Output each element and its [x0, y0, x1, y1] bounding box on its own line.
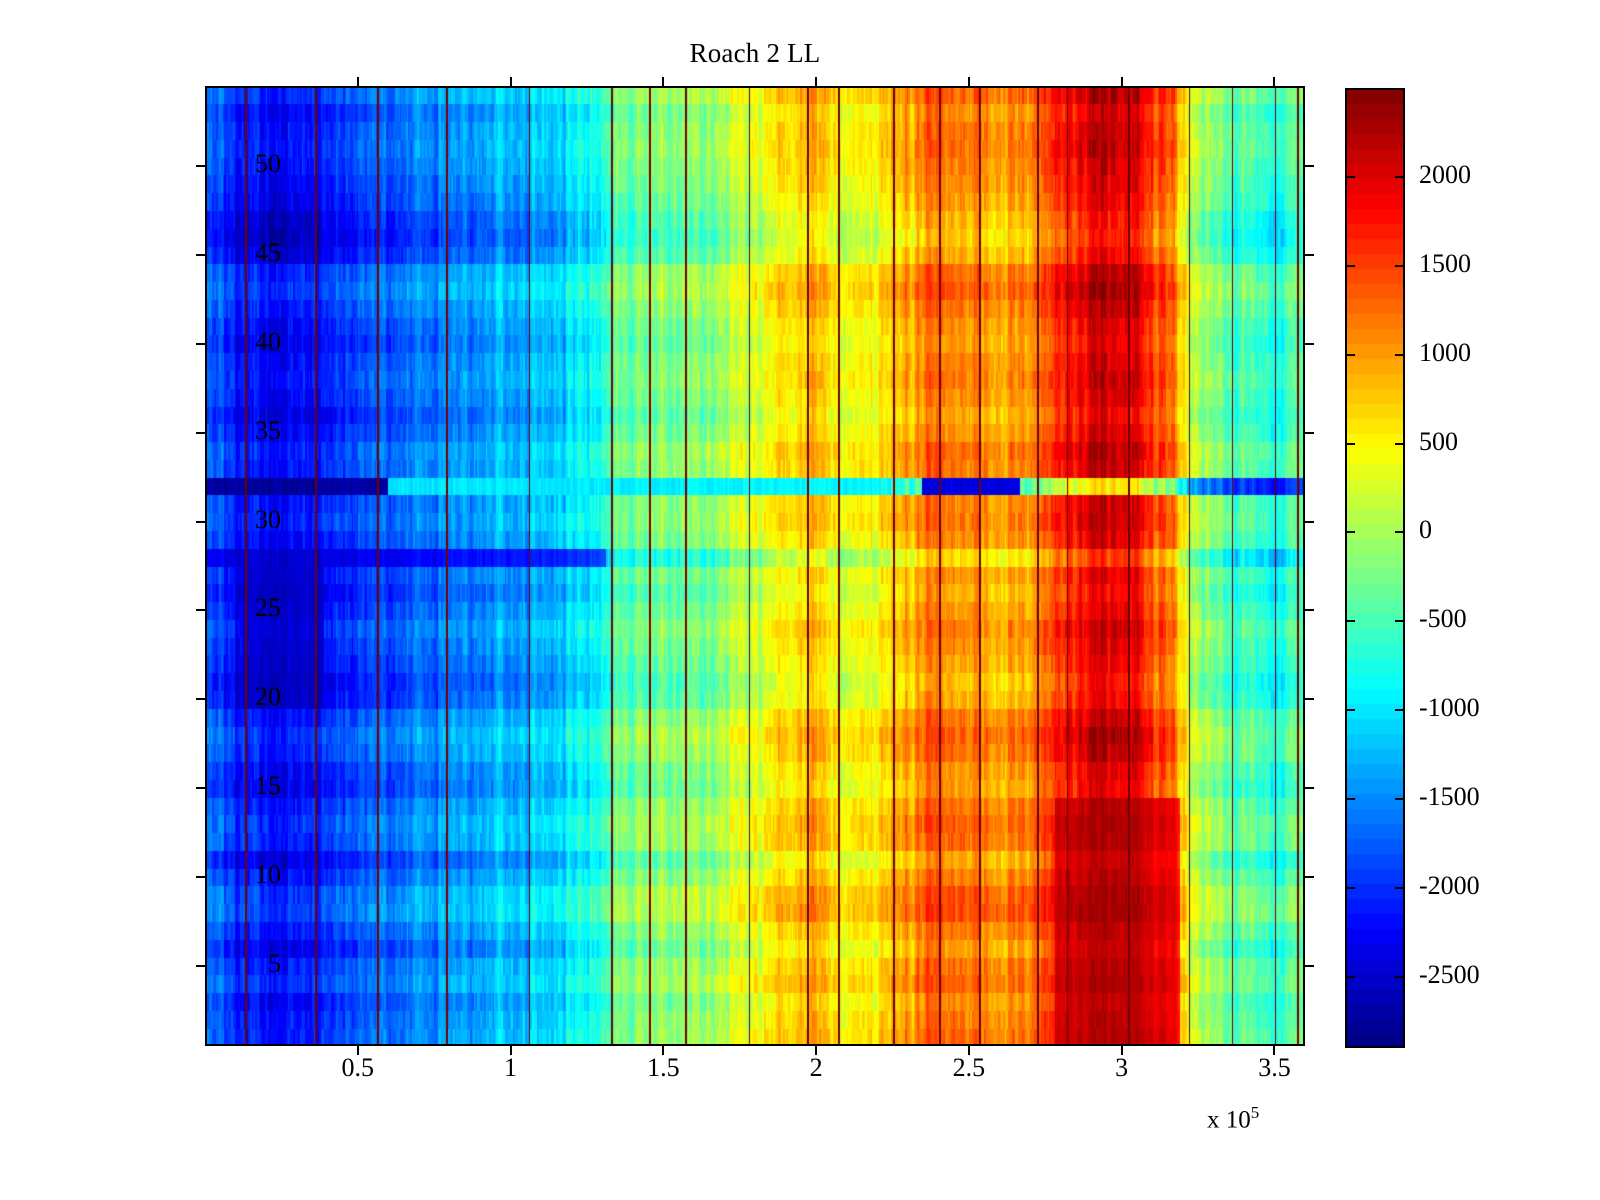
colorbar-tick: [1345, 887, 1355, 889]
colorbar-tick-label: 2000: [1419, 159, 1471, 189]
y-axis-tick: [196, 698, 205, 701]
colorbar-tick-label: -2500: [1419, 959, 1480, 989]
colorbar-tick: [1395, 709, 1405, 712]
y-axis-tick-label: 20: [255, 682, 281, 712]
x-axis-tick: [662, 77, 665, 86]
y-axis-tick-label: 35: [255, 415, 281, 445]
colorbar-tick: [1345, 975, 1355, 978]
x-axis-tick-label: 0.5: [341, 1053, 375, 1082]
y-axis-tick-label: 10: [255, 860, 281, 890]
colorbar-gradient: [1345, 88, 1405, 1048]
y-axis-tick: [196, 609, 205, 612]
colorbar-tick-label: 0: [1419, 515, 1432, 545]
y-axis-tick: [196, 876, 205, 879]
y-axis-tick: [196, 253, 205, 256]
colorbar-tick: [1345, 798, 1355, 801]
y-axis-tick: [196, 520, 205, 523]
page-title: Roach 2 LL: [689, 38, 821, 68]
colorbar-tick: [1345, 620, 1355, 623]
y-axis-tick: [1305, 165, 1314, 167]
colorbar-tick: [1395, 531, 1405, 534]
y-axis-tick-label: 25: [255, 593, 281, 623]
colorbar-tick-label: 500: [1419, 426, 1458, 456]
y-axis-tick-label: 40: [255, 326, 281, 356]
colorbar-tick: [1345, 353, 1355, 356]
y-axis-tick-label: 45: [255, 237, 281, 267]
y-axis-tick: [1305, 520, 1314, 523]
x-axis-tick: [815, 77, 818, 86]
heatmap-axes[interactable]: [196, 77, 1314, 1055]
x-exponent-power: 5: [1250, 1103, 1260, 1122]
colorbar-tick: [1395, 353, 1405, 356]
x-axis-tick-label: 1: [504, 1053, 518, 1082]
y-axis-tick: [196, 342, 205, 345]
colorbar-tick: [1345, 264, 1355, 267]
colorbar-tick: [1345, 531, 1355, 534]
colorbar-tick: [1395, 264, 1405, 267]
colorbar-tick: [1345, 175, 1355, 178]
y-axis-tick-label: 50: [255, 149, 281, 178]
x-axis-tick-label: 1.5: [647, 1053, 680, 1082]
colorbar-tick-label: 1500: [1419, 248, 1471, 278]
colorbar-tick: [1395, 887, 1405, 889]
colorbar-tick: [1395, 798, 1405, 801]
x-axis-tick: [1273, 77, 1276, 86]
colorbar-tick-label: -500: [1419, 604, 1467, 634]
colorbar-tick: [1395, 175, 1405, 178]
colorbar-tick-label: -1000: [1419, 693, 1480, 723]
y-axis-tick-label: 15: [255, 771, 281, 801]
y-axis-tick: [196, 431, 205, 434]
y-axis-tick: [1305, 876, 1314, 879]
y-axis-tick: [1305, 787, 1314, 790]
x-axis-tick-label: 2: [809, 1053, 823, 1082]
y-axis-tick: [196, 787, 205, 790]
x-axis-tick-label: 2.5: [952, 1053, 986, 1082]
x-axis-tick-label: 3.5: [1258, 1053, 1291, 1082]
y-axis-tick: [196, 165, 205, 167]
x-axis-tick: [967, 77, 970, 86]
y-axis-tick-label: 5: [268, 949, 281, 978]
colorbar-tick: [1345, 709, 1355, 712]
colorbar-tick-label: -1500: [1419, 782, 1480, 812]
y-axis-tick: [1305, 342, 1314, 345]
y-axis-tick: [196, 965, 205, 967]
y-axis-tick: [1305, 431, 1314, 434]
x-axis-exponent-label: x 105: [1207, 1103, 1259, 1134]
y-axis-tick-label: 30: [255, 504, 281, 534]
y-axis-tick: [1305, 609, 1314, 612]
x-axis-tick-label: 3: [1115, 1053, 1129, 1082]
colorbar-tick: [1395, 620, 1405, 623]
colorbar[interactable]: [1345, 88, 1405, 1048]
colorbar-tick-label: 1000: [1419, 337, 1471, 367]
y-axis-tick: [1305, 253, 1314, 256]
colorbar-tick-label: -2000: [1419, 871, 1480, 900]
colorbar-tick: [1345, 442, 1355, 445]
x-axis-tick: [1120, 77, 1123, 86]
x-axis-tick: [509, 77, 512, 86]
y-axis-tick: [1305, 965, 1314, 967]
x-exponent-base: x 10: [1207, 1106, 1251, 1134]
heatmap-image[interactable]: [205, 86, 1305, 1046]
x-axis-tick: [356, 77, 359, 86]
colorbar-tick: [1395, 442, 1405, 445]
colorbar-tick: [1395, 975, 1405, 978]
y-axis-tick: [1305, 698, 1314, 701]
